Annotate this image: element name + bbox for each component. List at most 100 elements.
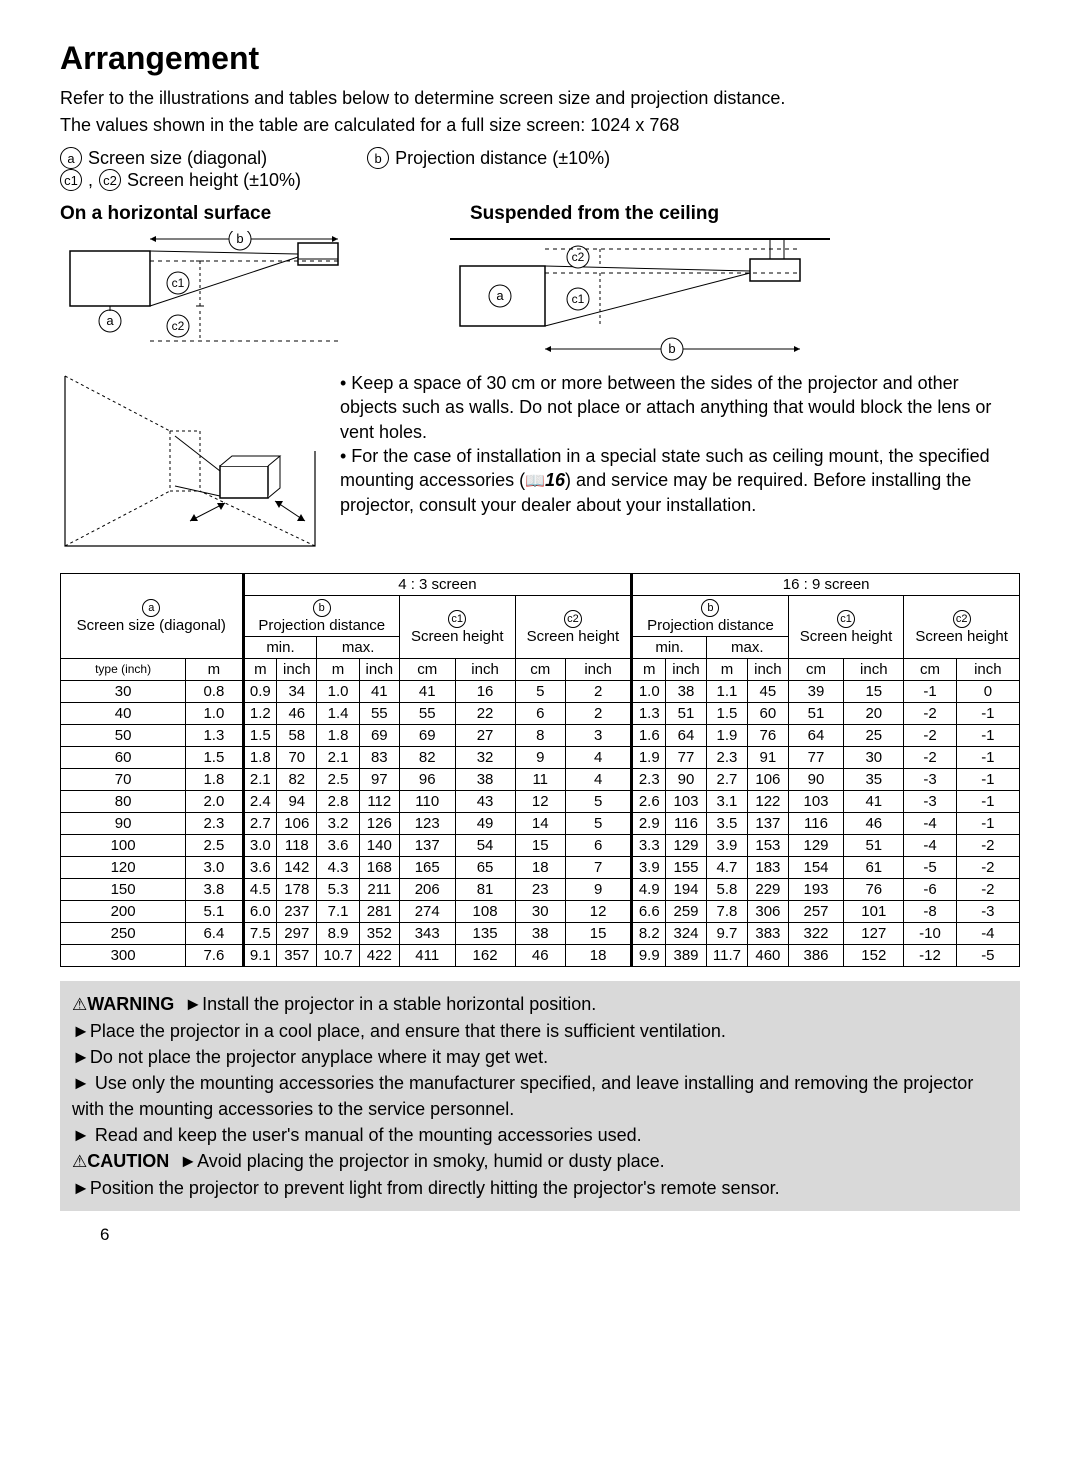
hdr-screen-size: a Screen size (diagonal) [61, 574, 244, 659]
table-cell: 5 [565, 791, 631, 813]
table-cell: 1.0 [317, 681, 359, 703]
table-cell: 122 [748, 791, 789, 813]
table-cell: 357 [277, 945, 317, 967]
legend-b-label: Projection distance (±10%) [395, 148, 610, 169]
table-row: 300.80.9341.0414116521.0381.1453915-10 [61, 681, 1020, 703]
table-cell: 11 [515, 769, 565, 791]
table-cell: 2.8 [317, 791, 359, 813]
table-cell: 165 [399, 857, 455, 879]
table-cell: 106 [277, 813, 317, 835]
notes-row: • Keep a space of 30 cm or more between … [60, 371, 1020, 561]
u: cm [788, 659, 844, 681]
u: inch [565, 659, 631, 681]
table-cell: 2.1 [243, 769, 277, 791]
table-cell: 3.8 [186, 879, 243, 901]
table-row: 1203.03.61424.3168165651873.91554.718315… [61, 857, 1020, 879]
table-cell: 1.0 [632, 681, 666, 703]
table-cell: 4 [565, 747, 631, 769]
table-cell: 51 [666, 703, 707, 725]
table-cell: 2.5 [186, 835, 243, 857]
table-cell: 116 [666, 813, 707, 835]
table-cell: 60 [748, 703, 789, 725]
table-cell: 7.8 [706, 901, 747, 923]
table-row: 701.82.1822.59796381142.3902.71069035-3-… [61, 769, 1020, 791]
table-cell: 274 [399, 901, 455, 923]
table-cell: -1 [956, 769, 1019, 791]
table-cell: 178 [277, 879, 317, 901]
table-cell: 3.6 [243, 857, 277, 879]
table-cell: 30 [515, 901, 565, 923]
table-cell: 127 [844, 923, 904, 945]
table-cell: 80 [61, 791, 186, 813]
table-row: 2005.16.02377.128127410830126.62597.8306… [61, 901, 1020, 923]
hdr-min-2: min. [632, 637, 707, 659]
table-cell: 69 [399, 725, 455, 747]
subhead-ceiling: Suspended from the ceiling [470, 203, 719, 225]
legend-c: c1, c2 Screen height (±10%) [60, 169, 301, 191]
table-cell: 46 [515, 945, 565, 967]
page-number: 6 [60, 1225, 1020, 1245]
table-row: 1002.53.01183.6140137541563.31293.915312… [61, 835, 1020, 857]
table-cell: 6.6 [632, 901, 666, 923]
table-cell: 90 [666, 769, 707, 791]
table-cell: 5 [565, 813, 631, 835]
table-cell: 1.9 [706, 725, 747, 747]
table-row: 501.31.5581.8696927831.6641.9766425-2-1 [61, 725, 1020, 747]
hdr-43-c1: c1Screen height [399, 596, 515, 659]
table-cell: 61 [844, 857, 904, 879]
table-row: 401.01.2461.4555522621.3511.5605120-2-1 [61, 703, 1020, 725]
table-cell: 194 [666, 879, 707, 901]
table-cell: 6 [565, 835, 631, 857]
table-cell: 108 [455, 901, 515, 923]
table-cell: 60 [61, 747, 186, 769]
table-cell: 82 [399, 747, 455, 769]
subheadings: On a horizontal surface Suspended from t… [60, 203, 1020, 225]
table-cell: 322 [788, 923, 844, 945]
table-cell: 51 [844, 835, 904, 857]
table-cell: 118 [277, 835, 317, 857]
table-cell: 38 [666, 681, 707, 703]
table-cell: 140 [359, 835, 399, 857]
subhead-horizontal: On a horizontal surface [60, 203, 350, 225]
table-cell: 135 [455, 923, 515, 945]
table-cell: 7.1 [317, 901, 359, 923]
table-cell: 5.8 [706, 879, 747, 901]
table-cell: 154 [788, 857, 844, 879]
table-cell: 259 [666, 901, 707, 923]
table-cell: 70 [277, 747, 317, 769]
table-cell: 297 [277, 923, 317, 945]
table-cell: 10.7 [317, 945, 359, 967]
table-cell: 152 [844, 945, 904, 967]
manual-icon: 📖 [525, 473, 545, 490]
table-cell: 206 [399, 879, 455, 901]
table-cell: 38 [515, 923, 565, 945]
diagrams: a b c1 c2 a [60, 231, 1020, 361]
intro-line-2: The values shown in the table are calcul… [60, 112, 1020, 139]
u: inch [748, 659, 789, 681]
table-cell: 82 [277, 769, 317, 791]
table-cell: 70 [61, 769, 186, 791]
table-cell: 41 [844, 791, 904, 813]
table-cell: -10 [904, 923, 956, 945]
table-cell: 2.6 [632, 791, 666, 813]
table-cell: 90 [61, 813, 186, 835]
circle-b-icon: b [367, 147, 389, 169]
table-cell: 150 [61, 879, 186, 901]
table-cell: -1 [956, 703, 1019, 725]
table-cell: 30 [61, 681, 186, 703]
diagram-horizontal: a b c1 c2 [60, 231, 360, 361]
table-cell: 2.3 [632, 769, 666, 791]
table-cell: 1.5 [243, 725, 277, 747]
table-cell: 1.0 [186, 703, 243, 725]
table-cell: -4 [904, 813, 956, 835]
note-2: • For the case of installation in a spec… [340, 444, 1020, 517]
table-cell: 46 [277, 703, 317, 725]
table-cell: 106 [748, 769, 789, 791]
table-cell: 7.6 [186, 945, 243, 967]
table-cell: 2 [565, 703, 631, 725]
u: inch [359, 659, 399, 681]
table-cell: 1.4 [317, 703, 359, 725]
hdr-43: 4 : 3 screen [243, 574, 632, 596]
table-cell: 5.1 [186, 901, 243, 923]
table-cell: 90 [788, 769, 844, 791]
